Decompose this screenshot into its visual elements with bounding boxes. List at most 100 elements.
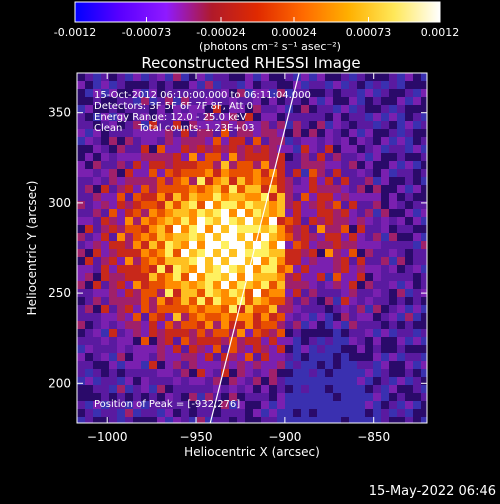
heatmap-cell xyxy=(197,385,205,393)
heatmap-cell xyxy=(253,105,261,113)
heatmap-cell xyxy=(269,313,277,321)
heatmap-cell xyxy=(293,121,301,129)
heatmap-cell xyxy=(317,217,325,225)
heatmap-cell xyxy=(309,369,317,377)
heatmap-cell xyxy=(365,121,373,129)
heatmap-cell xyxy=(229,121,237,129)
heatmap-cell xyxy=(173,129,181,137)
heatmap-cell xyxy=(213,209,221,217)
heatmap-cell xyxy=(389,289,397,297)
heatmap-cell xyxy=(309,377,317,385)
heatmap-cell xyxy=(149,337,157,345)
heatmap-cell xyxy=(285,185,293,193)
heatmap-cell xyxy=(349,89,357,97)
heatmap-cell xyxy=(141,401,149,409)
heatmap-cell xyxy=(261,273,269,281)
heatmap-cell xyxy=(405,233,413,241)
heatmap-cell xyxy=(85,225,93,233)
heatmap-cell xyxy=(293,145,301,153)
heatmap-cell xyxy=(133,201,141,209)
heatmap-cell xyxy=(157,337,165,345)
heatmap-cell xyxy=(117,385,125,393)
heatmap-cell xyxy=(373,81,381,89)
heatmap-cell xyxy=(85,169,93,177)
heatmap-cell xyxy=(309,257,317,265)
heatmap-cell xyxy=(197,249,205,257)
heatmap-cell xyxy=(165,297,173,305)
heatmap-cell xyxy=(421,177,427,185)
heatmap-cell xyxy=(253,89,261,97)
heatmap-cell xyxy=(277,337,285,345)
heatmap-cell xyxy=(117,185,125,193)
heatmap-cell xyxy=(125,177,133,185)
heatmap-cell xyxy=(309,201,317,209)
heatmap-cell xyxy=(285,73,293,81)
heatmap-cell xyxy=(261,121,269,129)
heatmap-cell xyxy=(373,369,381,377)
heatmap-cell xyxy=(133,409,141,417)
heatmap-cell xyxy=(181,209,189,217)
heatmap-cell xyxy=(77,257,85,265)
heatmap-cell xyxy=(197,273,205,281)
heatmap-cell xyxy=(381,193,389,201)
heatmap-cell xyxy=(173,225,181,233)
heatmap-cell xyxy=(349,345,357,353)
heatmap-cell xyxy=(317,105,325,113)
heatmap-cell xyxy=(125,353,133,361)
heatmap-cell xyxy=(173,201,181,209)
heatmap-cell xyxy=(333,289,341,297)
heatmap-cell xyxy=(269,393,277,401)
heatmap-cell xyxy=(389,297,397,305)
heatmap-cell xyxy=(317,97,325,105)
heatmap-cell xyxy=(333,105,341,113)
heatmap-cell xyxy=(213,89,221,97)
heatmap-cell xyxy=(349,121,357,129)
heatmap-cell xyxy=(293,169,301,177)
heatmap-cell xyxy=(245,369,253,377)
heatmap-cell xyxy=(333,393,341,401)
heatmap-cell xyxy=(365,313,373,321)
heatmap-cell xyxy=(389,353,397,361)
heatmap-cell xyxy=(309,281,317,289)
heatmap-cell xyxy=(365,169,373,177)
heatmap-cell xyxy=(149,89,157,97)
heatmap-cell xyxy=(237,369,245,377)
heatmap-cell xyxy=(173,345,181,353)
heatmap-cell xyxy=(261,225,269,233)
heatmap-cell xyxy=(173,377,181,385)
heatmap-cell xyxy=(325,257,333,265)
heatmap-cell xyxy=(253,145,261,153)
heatmap-cell xyxy=(357,225,365,233)
heatmap-cell xyxy=(141,353,149,361)
heatmap-cell xyxy=(365,305,373,313)
heatmap-cell xyxy=(373,153,381,161)
heatmap-cell xyxy=(333,297,341,305)
heatmap-cell xyxy=(317,393,325,401)
heatmap-cell xyxy=(413,417,421,423)
heatmap-cell xyxy=(133,129,141,137)
heatmap-cell xyxy=(205,249,213,257)
heatmap-cell xyxy=(149,185,157,193)
heatmap-cell xyxy=(309,305,317,313)
heatmap-cell xyxy=(341,121,349,129)
heatmap-cell xyxy=(421,81,427,89)
heatmap-cell xyxy=(397,137,405,145)
heatmap-cell xyxy=(125,337,133,345)
heatmap-cell xyxy=(309,121,317,129)
heatmap-cell xyxy=(77,233,85,241)
x-tick-label: −950 xyxy=(180,430,213,444)
heatmap-cell xyxy=(261,313,269,321)
heatmap-cell xyxy=(277,345,285,353)
heatmap-cell xyxy=(213,201,221,209)
heatmap-cell xyxy=(285,321,293,329)
heatmap-cell xyxy=(325,369,333,377)
heatmap-cell xyxy=(285,345,293,353)
heatmap-cell xyxy=(189,401,197,409)
heatmap-cell xyxy=(133,89,141,97)
heatmap-cell xyxy=(397,329,405,337)
heatmap-cell xyxy=(381,345,389,353)
heatmap-cell xyxy=(77,73,85,81)
heatmap-cell xyxy=(413,225,421,233)
heatmap-cell xyxy=(149,249,157,257)
heatmap-cell xyxy=(117,409,125,417)
